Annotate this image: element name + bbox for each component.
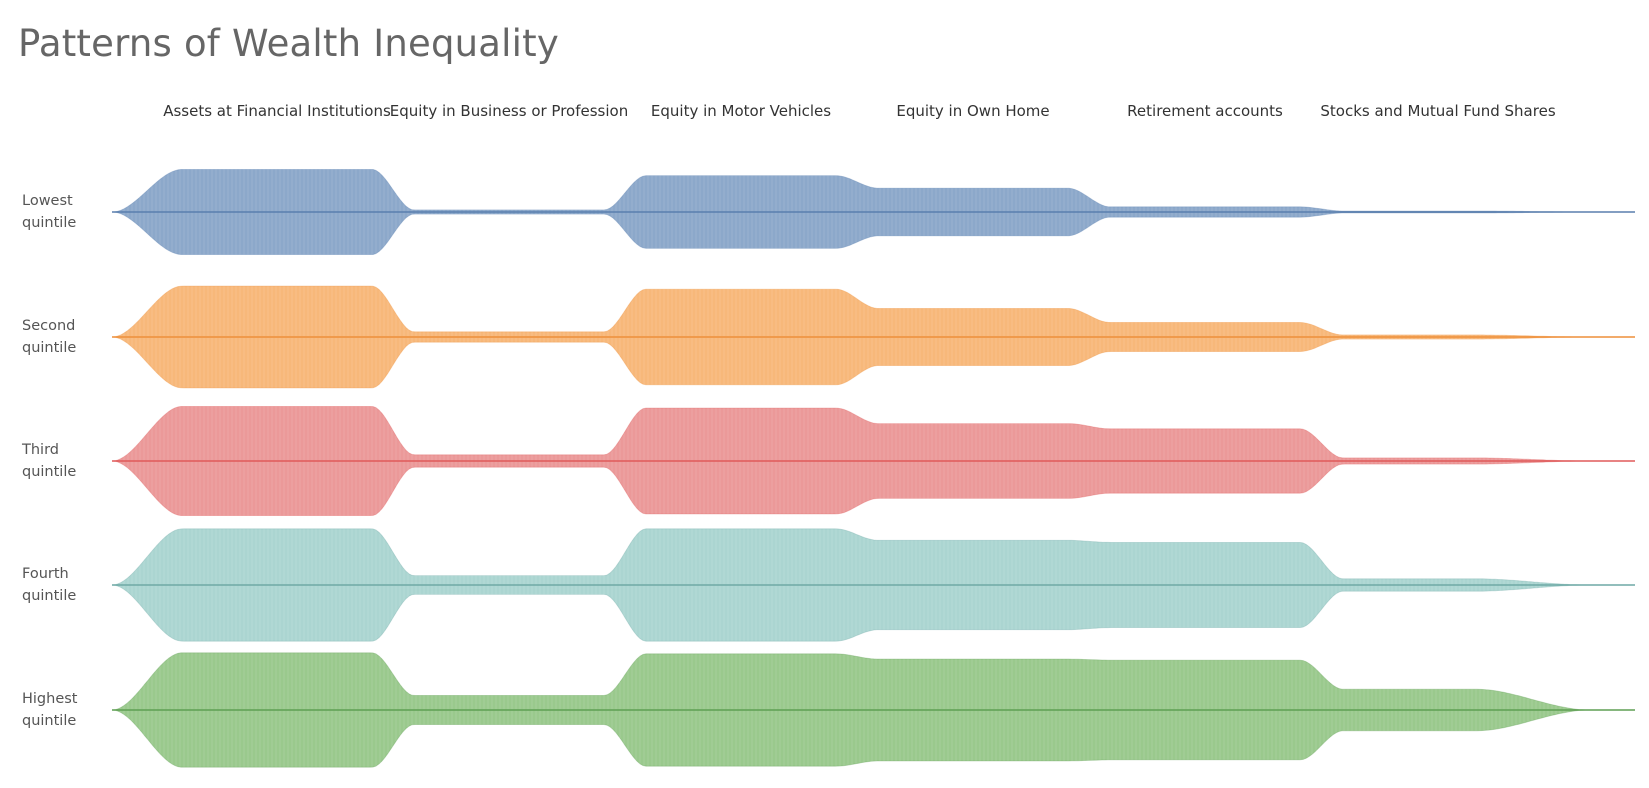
series-stream <box>111 528 1635 642</box>
category-label: Equity in Own Home <box>896 102 1050 120</box>
category-label: Assets at Financial Institutions <box>163 102 391 120</box>
row-label: Fourth quintile <box>22 566 77 604</box>
series-stream <box>111 169 1635 255</box>
row-label: Third quintile <box>22 442 77 480</box>
series-stream <box>111 652 1635 768</box>
series-stream <box>111 285 1635 389</box>
category-label: Retirement accounts <box>1127 102 1283 120</box>
series-stream <box>111 406 1635 516</box>
category-label: Equity in Business or Profession <box>389 102 629 120</box>
row-label: Second quintile <box>22 318 77 356</box>
row-label: Highest quintile <box>22 691 78 729</box>
category-label: Equity in Motor Vehicles <box>650 102 832 120</box>
page-title: Patterns of Wealth Inequality <box>18 22 559 65</box>
row-label: Lowest quintile <box>22 193 77 231</box>
category-label: Stocks and Mutual Fund Shares <box>1320 102 1556 120</box>
